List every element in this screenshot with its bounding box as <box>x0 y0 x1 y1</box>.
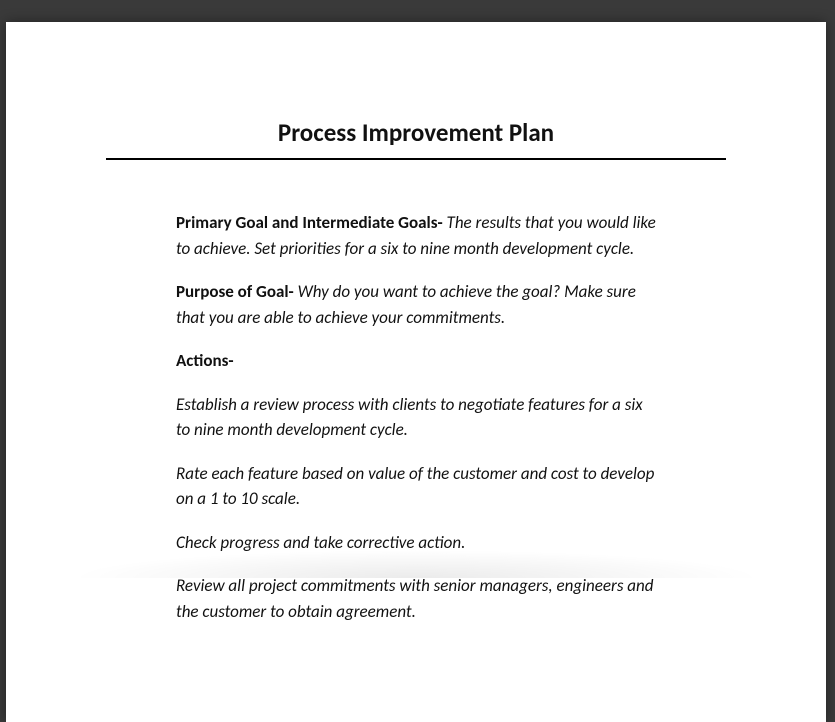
document-body: Primary Goal and Intermediate Goals- The… <box>106 210 726 624</box>
action-item: Review all project commitments with seni… <box>176 573 656 624</box>
document-page: Process Improvement Plan Primary Goal an… <box>6 22 826 722</box>
page-content: Process Improvement Plan Primary Goal an… <box>6 22 826 624</box>
section-label: Actions- <box>176 350 234 371</box>
action-item: Check progress and take corrective actio… <box>176 530 656 556</box>
section-actions: Actions- <box>176 348 656 374</box>
section-label: Purpose of Goal- <box>176 281 298 302</box>
document-title: Process Improvement Plan <box>106 117 726 160</box>
action-item: Establish a review process with clients … <box>176 392 656 443</box>
viewer-background: Process Improvement Plan Primary Goal an… <box>0 0 835 578</box>
action-item: Rate each feature based on value of the … <box>176 461 656 512</box>
section-primary-goal: Primary Goal and Intermediate Goals- The… <box>176 210 656 261</box>
section-purpose: Purpose of Goal- Why do you want to achi… <box>176 279 656 330</box>
section-label: Primary Goal and Intermediate Goals- <box>176 212 447 233</box>
